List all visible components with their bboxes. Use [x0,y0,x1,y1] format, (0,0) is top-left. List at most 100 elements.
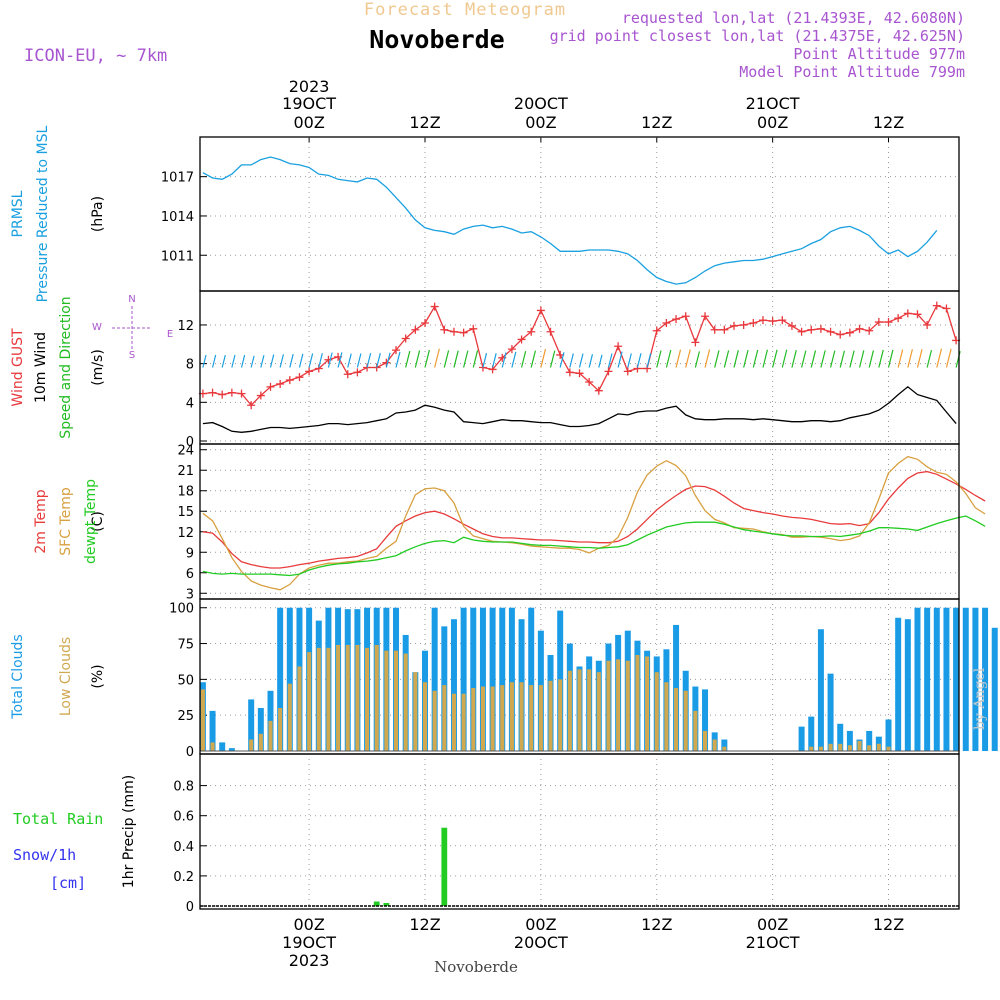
wind-arrow [907,349,913,368]
bar-total_clouds [817,629,824,751]
wind-arrow [395,351,401,368]
gust-point [701,312,710,321]
gust-point [807,325,816,334]
gust-point [739,320,748,329]
series-label: Low Clouds [58,637,74,716]
bar-total_clouds [962,607,969,751]
wind-arrow [269,354,275,368]
wind-arrow [578,353,584,368]
y-tick-label: 18 [177,485,194,500]
y-tick-label: 0 [186,435,194,450]
bar-total_clouds [924,607,931,751]
series-line-temp [202,470,986,569]
panel-clouds: 0 25 50 75 100 (%) Total Clouds Low Clouds [10,598,998,760]
bottom-date: 21OCT [746,933,800,952]
bar-total_clouds [702,689,709,751]
series-label: 10m Wind [33,332,49,403]
wind-arrow [221,354,226,368]
wind-arrow [250,355,255,368]
bar-total_clouds [982,607,989,751]
gust-point [604,367,613,376]
bar-total_clouds [286,607,293,751]
y-axis-label: (m/s) [90,349,106,386]
gust-point [227,388,236,397]
bar-total_clouds [895,617,902,751]
bar-low_clouds [413,672,418,751]
gust-point [691,338,700,347]
bar-low_clouds [693,710,698,751]
bar-low_clouds [509,682,514,751]
y-tick-label: 3 [186,587,194,602]
bar-total_clouds [450,619,457,751]
bar-total_clouds [219,742,226,751]
bar-low_clouds [249,739,254,751]
bar-low_clouds [461,693,466,751]
series-line-wind [202,385,957,433]
top-year: 2023 [289,77,330,96]
y-tick-label: 0 [186,745,194,760]
series-label: Speed and Direction [58,296,74,438]
bar-total_clouds [798,726,805,751]
gust-point [942,304,951,313]
gust-point [247,401,256,410]
wind-arrow [636,353,642,368]
wind-arrow [520,351,527,368]
compass-e: E [167,329,173,340]
series-label: Snow/1h [13,846,76,864]
panel-frame [199,443,960,600]
y-axis-label: (hPa) [90,196,106,232]
wind-arrow [298,353,304,368]
bar-low_clouds [828,743,833,751]
bar-low_clouds [345,644,350,751]
bar-low_clouds [490,686,495,751]
bar-total_clouds [846,730,853,751]
wind-arrow [202,354,207,368]
wind-arrow [472,350,479,368]
y-tick-label: 4 [186,396,194,411]
bar-low_clouds [847,745,852,751]
series-label: SFC Temp [58,487,74,556]
wind-arrow [704,349,711,368]
bottom-hour: 12Z [641,915,672,934]
wind-arrow [453,350,459,368]
bar-low_clouds [548,680,553,751]
bar-total_clouds [257,708,264,751]
bar-low_clouds [635,655,640,751]
wind-arrow [424,349,430,368]
wind-arrow [627,353,632,368]
gust-point [874,318,883,327]
panel-frame [199,753,960,910]
bar-total_clouds [277,607,284,751]
gust-point [353,368,362,377]
wind-arrow [327,352,333,368]
bar-low_clouds [442,685,447,751]
bottom-date: 19OCT [282,933,336,952]
gust-point [865,326,874,335]
top-hour: 12Z [641,113,672,132]
wind-arrow [762,349,768,368]
wind-arrow [897,349,904,368]
bar-low_clouds [538,685,543,751]
gust-point [672,315,681,324]
gust-point [614,342,623,351]
y-axis-label: 1hr Precip (mm) [121,775,137,888]
wind-arrow [617,351,623,368]
bar-low_clouds [664,682,669,751]
bar-low_clouds [654,672,659,751]
gust-point [411,325,420,334]
bar-total_clouds [837,723,844,751]
bar-low_clouds [432,690,437,751]
gust-point [324,355,333,364]
gust-point [710,325,719,334]
bar-low_clouds [365,647,370,751]
top-hour: 00Z [757,113,788,132]
y-tick-label: 1014 [161,210,194,225]
y-tick-label: 1017 [161,171,194,186]
bar-low_clouds [393,650,399,751]
y-tick-label: 12 [177,319,194,334]
series-line-dew [202,515,986,577]
y-tick-label: 15 [177,505,194,520]
wind-arrow [337,352,343,368]
bar-low_clouds [809,746,814,751]
